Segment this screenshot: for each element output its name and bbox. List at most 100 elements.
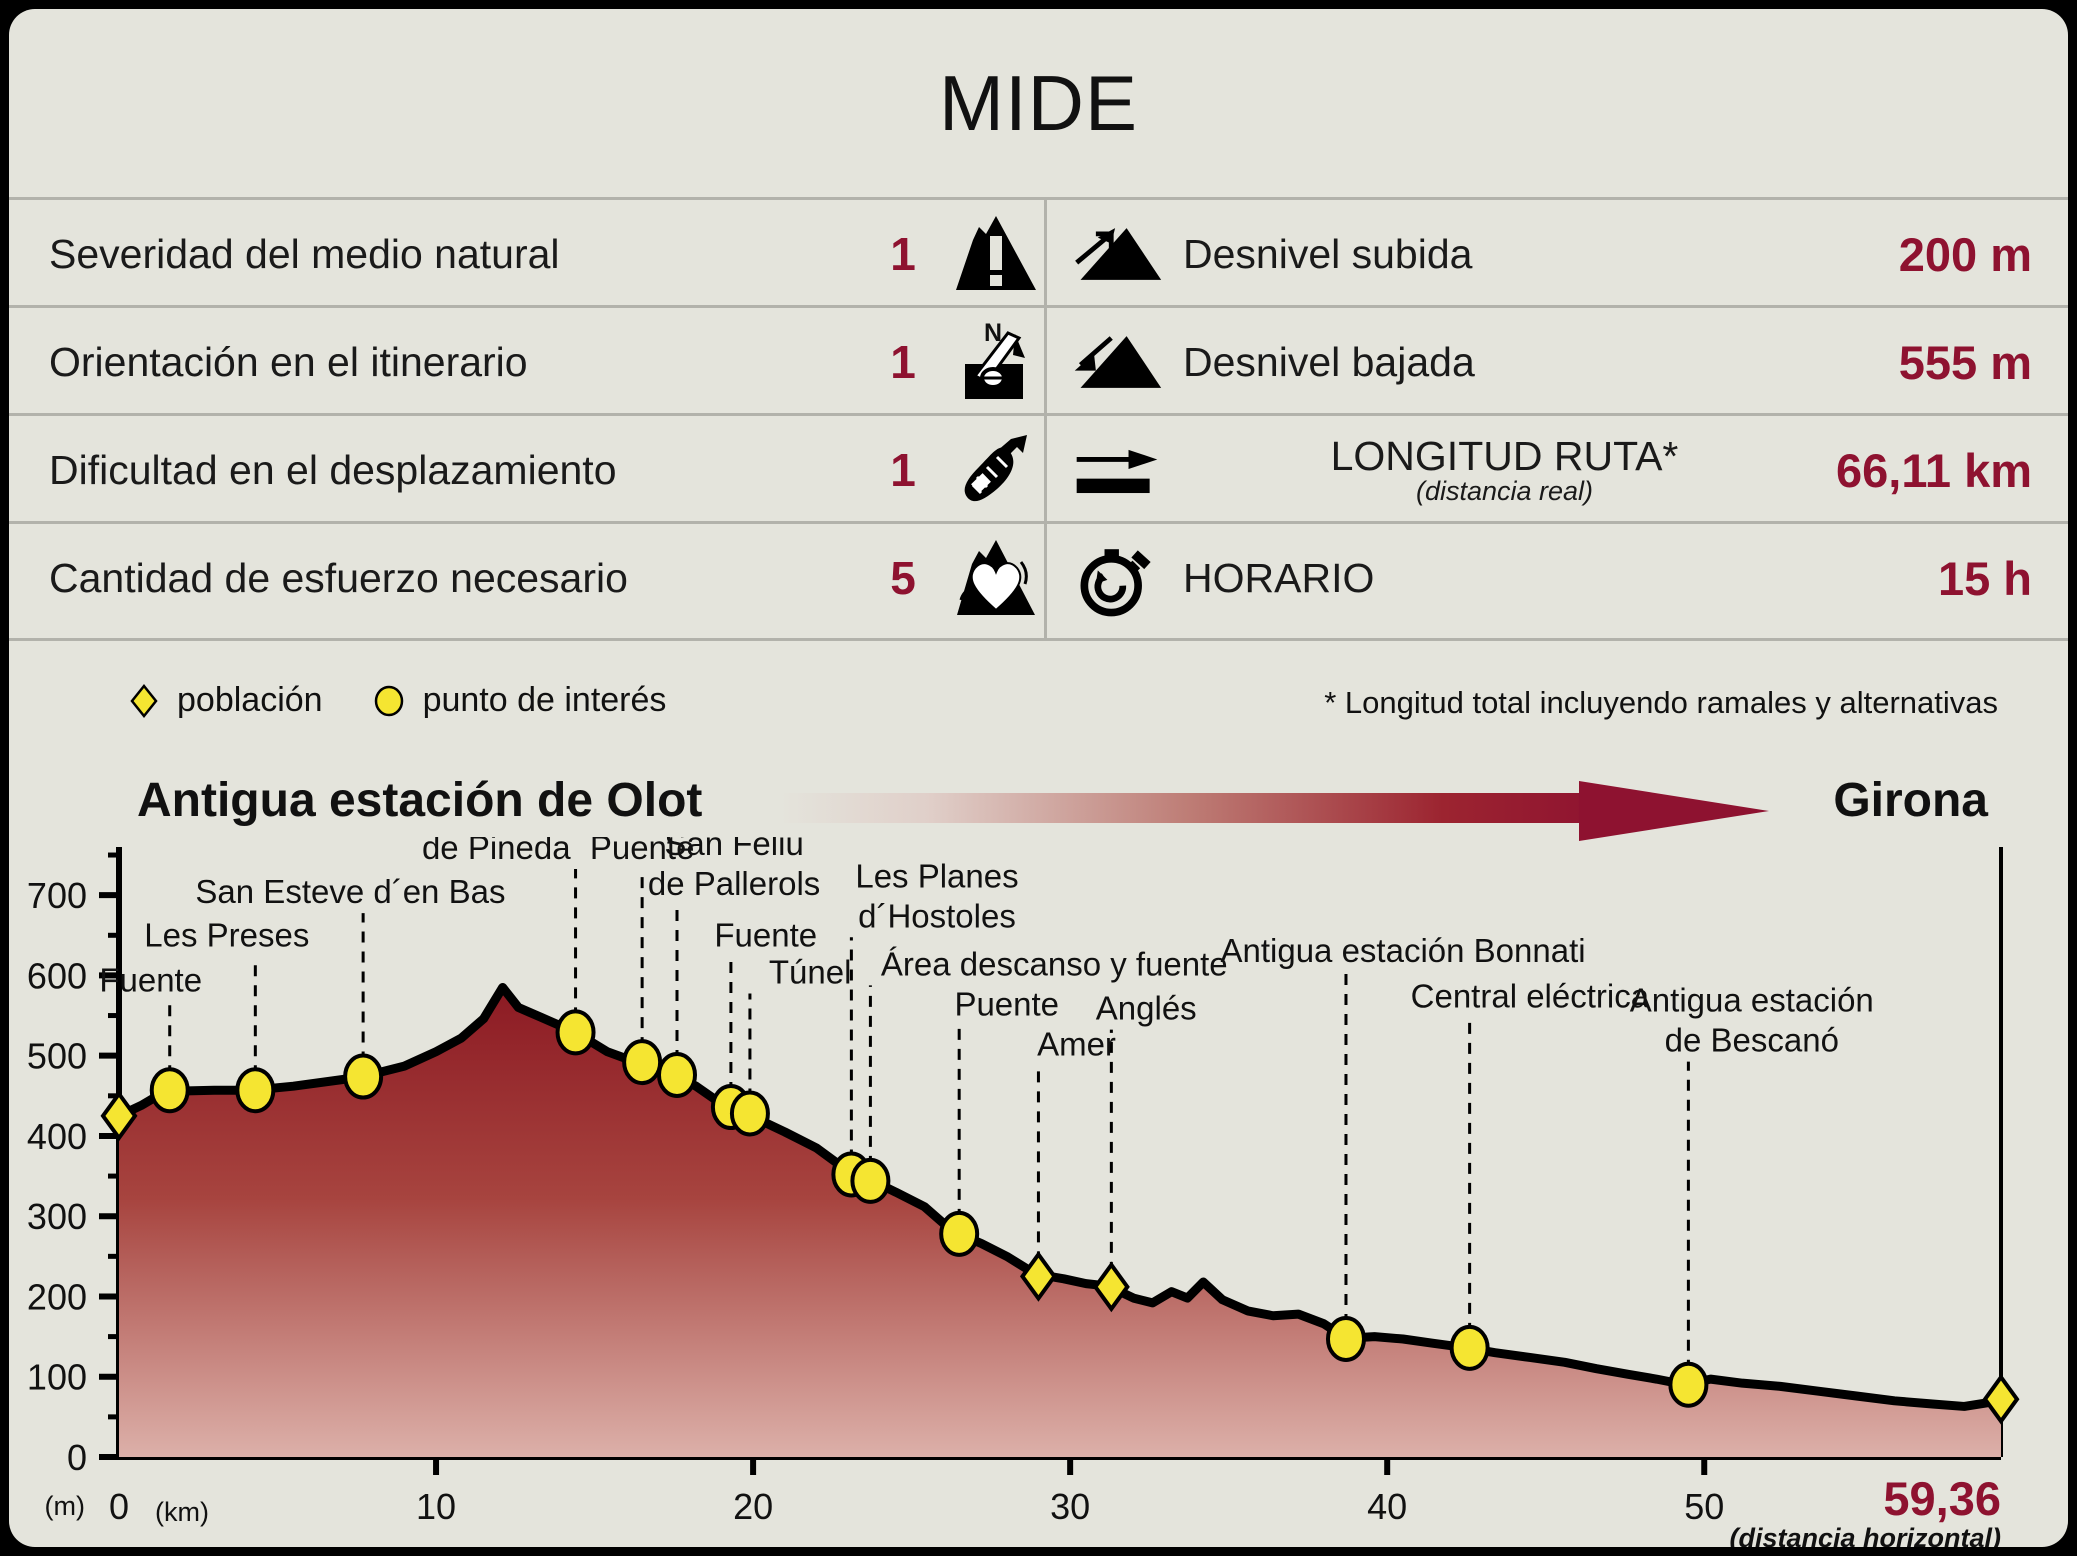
metric-row-horario: HORARIO 15 h	[1047, 524, 2068, 632]
population-marker[interactable]	[1982, 1373, 2020, 1425]
stopwatch-icon	[1047, 536, 1165, 620]
metric-label: Desnivel bajada	[1183, 338, 1475, 385]
criterion-label: Orientación en el itinerario	[49, 338, 528, 385]
y-axis-unit-label: (m)	[45, 1491, 85, 1521]
legend-label-punto-interes: punto de interés	[422, 681, 667, 719]
point-label: Les Preses	[144, 917, 309, 954]
route-end-label: Girona	[1833, 774, 1988, 827]
point-of-interest-marker[interactable]	[657, 1051, 698, 1098]
metric-row-desnivel-bajada: Desnivel bajada 555 m	[1047, 308, 2068, 416]
page-title: MIDE	[939, 58, 1138, 147]
point-label: de Bescanó	[1665, 1022, 1839, 1059]
criterion-row-orientacion: Orientación en el itinerario 1 N	[9, 308, 1044, 416]
point-leader-lines	[168, 869, 1690, 1371]
mide-card: MIDE Severidad del medio natural 1 Orien…	[9, 9, 2068, 1547]
point-label: San Feliú	[664, 837, 803, 862]
criterion-score: 1	[890, 228, 916, 280]
metric-value: 15 h	[1937, 551, 2032, 605]
point-label: Amer	[1037, 1026, 1116, 1063]
point-label: Túnel	[769, 953, 852, 990]
criterion-score: 1	[890, 336, 916, 388]
x-tick-label: 30	[1050, 1486, 1090, 1527]
point-label: Puente	[590, 837, 695, 866]
x-axis-unit-label: (km)	[155, 1497, 209, 1527]
x-axis-end-value: 59,36	[1883, 1472, 2001, 1525]
point-of-interest-marker[interactable]	[343, 1053, 384, 1100]
legend-circle-icon	[373, 684, 405, 718]
metric-label: Desnivel subida	[1183, 230, 1473, 277]
legend-label-poblacion: población	[177, 681, 323, 719]
divider	[9, 413, 2068, 416]
route-header: Antigua estación de Olot Girona	[9, 769, 2068, 849]
metric-value: 200 m	[1898, 227, 2032, 281]
y-tick-label: 300	[27, 1196, 87, 1237]
population-marker[interactable]	[1019, 1251, 1057, 1302]
metric-label-main: LONGITUD RUTA*	[1330, 433, 1679, 479]
point-of-interest-marker[interactable]	[149, 1067, 190, 1114]
point-markers	[100, 1009, 2020, 1425]
criterion-label: Cantidad de esfuerzo necesario	[49, 554, 628, 601]
svg-text:N: N	[984, 320, 1002, 347]
point-label: de Pineda	[422, 837, 571, 866]
y-tick-label: 200	[27, 1276, 87, 1317]
point-of-interest-marker[interactable]	[622, 1039, 663, 1086]
criterion-label: Dificultad en el desplazamiento	[49, 446, 617, 493]
metric-label: LONGITUD RUTA* (distancia real)	[1165, 433, 1836, 507]
point-of-interest-marker[interactable]	[939, 1210, 980, 1257]
x-tick-label: 50	[1684, 1486, 1724, 1527]
criterion-label: Severidad del medio natural	[49, 230, 560, 277]
x-tick-label: 0	[109, 1486, 129, 1527]
footnote-text: * Longitud total incluyendo ramales y al…	[1324, 685, 1998, 720]
point-label: Fuente	[714, 917, 817, 954]
criterion-row-severidad: Severidad del medio natural 1	[9, 200, 1044, 308]
point-of-interest-marker[interactable]	[235, 1067, 276, 1114]
warning-triangle-icon	[948, 214, 1044, 294]
metric-value: 66,11 km	[1835, 443, 2032, 497]
divider	[9, 305, 2068, 308]
y-tick-label: 400	[27, 1116, 87, 1157]
y-tick-label: 600	[27, 955, 87, 996]
population-marker[interactable]	[100, 1090, 138, 1142]
point-of-interest-marker[interactable]	[555, 1009, 596, 1056]
chart-legend: población punto de interés	[129, 681, 666, 720]
point-of-interest-marker[interactable]	[1668, 1361, 1709, 1408]
descent-icon	[1047, 327, 1165, 397]
x-tick-label: 10	[416, 1486, 456, 1527]
point-label: Antigua estación	[1630, 982, 1874, 1019]
mide-table: Severidad del medio natural 1 Orientació…	[9, 197, 2068, 641]
point-of-interest-marker[interactable]	[1449, 1324, 1490, 1371]
divider	[9, 638, 2068, 641]
point-label: d´Hostoles	[858, 897, 1016, 934]
y-tick-label: 500	[27, 1036, 87, 1077]
y-tick-label: 100	[27, 1357, 87, 1398]
point-of-interest-marker[interactable]	[850, 1157, 891, 1204]
metric-row-desnivel-subida: Desnivel subida 200 m	[1047, 200, 2068, 308]
point-label: Fuente	[99, 961, 202, 998]
metric-value: 555 m	[1898, 335, 2032, 389]
divider	[9, 521, 2068, 524]
metric-label: HORARIO	[1183, 554, 1375, 601]
metric-sublabel: (distancia real)	[1415, 476, 1594, 506]
divider	[9, 197, 2068, 200]
point-label: Les Planes	[855, 857, 1018, 894]
x-axis-end-sublabel: (distancia horizontal)	[1729, 1523, 2001, 1547]
point-label: Puente	[954, 986, 1059, 1023]
legend-diamond-icon	[129, 683, 159, 718]
population-marker[interactable]	[1092, 1261, 1130, 1313]
column-divider	[1044, 200, 1047, 641]
point-label: Central eléctrica	[1411, 978, 1650, 1015]
point-of-interest-marker[interactable]	[1325, 1316, 1366, 1363]
ascent-icon	[1047, 219, 1165, 289]
route-start-label: Antigua estación de Olot	[137, 774, 703, 827]
metric-row-longitud-ruta: LONGITUD RUTA* (distancia real) 66,11 km	[1047, 416, 2068, 524]
point-of-interest-marker[interactable]	[729, 1090, 770, 1137]
x-tick-label: 20	[733, 1486, 773, 1527]
criterion-row-dificultad: Dificultad en el desplazamiento 1	[9, 416, 1044, 524]
distance-icon	[1047, 435, 1165, 505]
boot-icon	[948, 427, 1044, 513]
criterion-score: 1	[890, 444, 916, 496]
point-label: Anglés	[1096, 990, 1197, 1027]
